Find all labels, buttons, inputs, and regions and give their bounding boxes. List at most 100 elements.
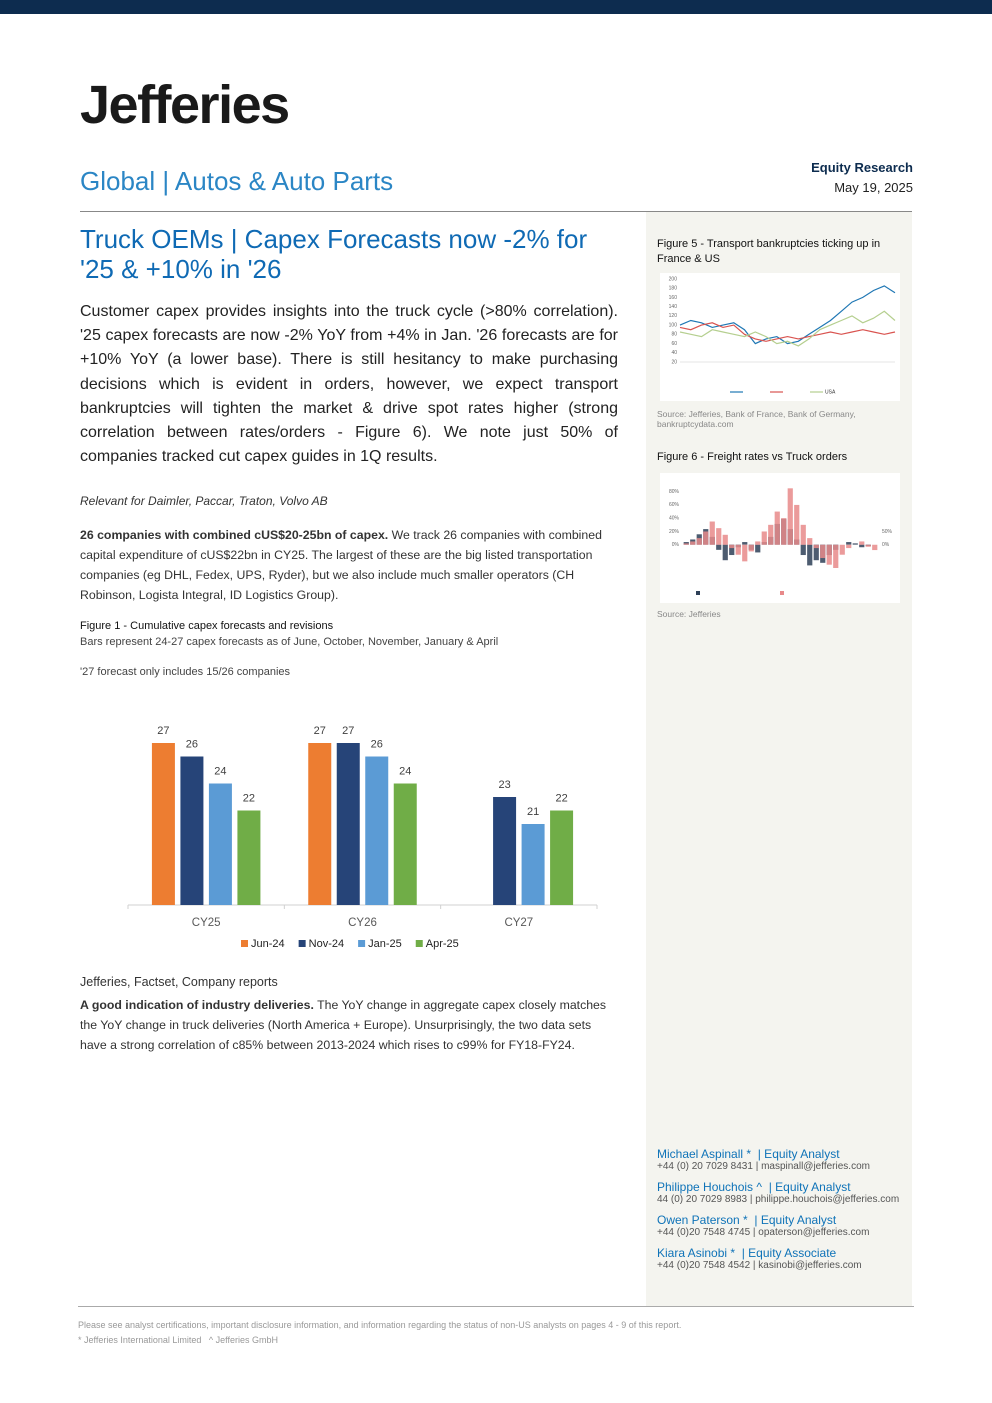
bar	[781, 518, 787, 545]
bar	[859, 541, 865, 545]
bar	[787, 488, 793, 545]
legend-label: Jun-24	[251, 938, 285, 950]
analyst-name: Michael Aspinall * | Equity Analyst	[657, 1147, 907, 1161]
figure-note: '27 forecast only includes 15/26 compani…	[80, 666, 291, 678]
bar	[336, 743, 360, 905]
role: | Equity Associate	[741, 1246, 837, 1260]
brand: Jefferies	[80, 75, 290, 135]
name: Kiara Asinobi *	[657, 1246, 736, 1260]
bar	[833, 544, 839, 568]
analyst: Philippe Houchois ^ | Equity Analyst 44 (…	[657, 1180, 907, 1205]
y-tick-label: 100	[669, 322, 678, 328]
bar	[683, 543, 689, 545]
bar	[800, 524, 806, 545]
bar	[208, 783, 232, 905]
lead: A good indication of industry deliveries…	[80, 998, 314, 1012]
disclaimer: Please see analyst certifications, impor…	[78, 1320, 682, 1330]
figure-bg	[660, 273, 900, 401]
y-tick-label: 140	[669, 304, 678, 310]
data-label: 27	[342, 725, 354, 737]
legend-label: Jan-25	[368, 938, 402, 950]
y-tick-label: 0%	[672, 542, 680, 548]
summary: Customer capex provides insights into th…	[80, 303, 618, 466]
figure-source: Source: Jefferies, Bank of France, Bank …	[657, 409, 856, 429]
bar	[683, 542, 689, 545]
bar	[748, 544, 754, 552]
y-tick-label: 60%	[669, 502, 680, 508]
data-label: 23	[498, 779, 510, 791]
bar	[846, 544, 852, 549]
line-series	[679, 322, 896, 342]
report-type: Equity Research	[811, 160, 913, 175]
bar	[852, 543, 858, 545]
name: Owen Paterson *	[657, 1213, 748, 1227]
figure-caption: Figure 6 - Freight rates vs Truck orders	[657, 451, 848, 463]
bar	[308, 743, 332, 905]
sector: Global | Autos & Auto Parts	[80, 166, 394, 196]
bar	[716, 528, 722, 545]
name: Michael Aspinall *	[657, 1147, 752, 1161]
bar	[742, 542, 748, 545]
bar	[722, 544, 728, 561]
y2-tick-label: 0%	[882, 542, 890, 548]
contacts: Michael Aspinall * | Equity Analyst +44 (…	[657, 1147, 907, 1279]
bar	[755, 541, 761, 545]
data-label: 21	[527, 806, 539, 818]
contact: 44 (0) 20 7029 8983 | philippe.houchois@…	[657, 1194, 900, 1205]
bar	[761, 531, 767, 545]
bar	[800, 544, 806, 556]
analyst: Kiara Asinobi * | Equity Associate +44 (0…	[657, 1246, 907, 1271]
figure-caption: Figure 5 - Transport bankruptcies tickin…	[657, 238, 881, 265]
bar	[774, 511, 780, 545]
y-tick-label: 160	[669, 295, 678, 301]
role: | Equity Analyst	[768, 1180, 851, 1194]
bar	[365, 756, 389, 905]
bar	[807, 538, 813, 545]
figure-source: Jefferies, Factset, Company reports	[80, 975, 278, 989]
bar	[813, 544, 819, 549]
rule	[78, 1306, 914, 1307]
x-tick-label: CY27	[504, 917, 533, 929]
legend-swatch	[298, 940, 306, 947]
paragraph: 26 companies with combined cUS$20-25bn o…	[80, 525, 618, 605]
data-label: 22	[555, 792, 567, 804]
bar	[846, 542, 852, 545]
bar	[180, 756, 204, 905]
bar	[729, 544, 735, 549]
y-tick-label: 40%	[669, 516, 680, 522]
y-tick-label: 80%	[669, 489, 680, 495]
y-tick-label: 40	[671, 350, 677, 356]
figure-source: Source: Jefferies	[657, 609, 721, 619]
legend-swatch	[358, 940, 366, 947]
date: May 19, 2025	[834, 180, 913, 195]
bar	[807, 544, 813, 566]
role: | Equity Analyst	[757, 1147, 840, 1161]
legend-label: USA	[825, 389, 836, 395]
data-label: 27	[157, 725, 169, 737]
y2-tick-label: 50%	[882, 529, 893, 535]
contact: +44 (0)20 7548 4745 | opaterson@jefferie…	[657, 1227, 870, 1238]
role: | Equity Analyst	[754, 1213, 837, 1227]
legend-swatch	[696, 591, 700, 595]
y-tick-label: 20%	[669, 529, 680, 535]
bar	[794, 504, 800, 545]
top-band	[0, 0, 992, 14]
x-tick-label: CY25	[192, 917, 221, 929]
line-series	[679, 285, 896, 345]
analyst-name: Owen Paterson * | Equity Analyst	[657, 1213, 907, 1227]
bar	[151, 743, 175, 905]
figure-subtitle: Bars represent 24-27 capex forecasts as …	[80, 636, 499, 648]
bar	[696, 538, 702, 545]
paragraph: A good indication of industry deliveries…	[80, 995, 620, 1055]
entities: * Jefferies International Limited ^ Jeff…	[78, 1335, 278, 1345]
bar	[755, 544, 761, 553]
bar	[729, 544, 735, 556]
data-label: 22	[243, 792, 255, 804]
bar	[813, 544, 819, 561]
legend-label: Nov-24	[309, 938, 344, 950]
analyst-name: Philippe Houchois ^ | Equity Analyst	[657, 1180, 907, 1194]
y-tick-label: 120	[669, 313, 678, 319]
bar	[716, 544, 722, 550]
